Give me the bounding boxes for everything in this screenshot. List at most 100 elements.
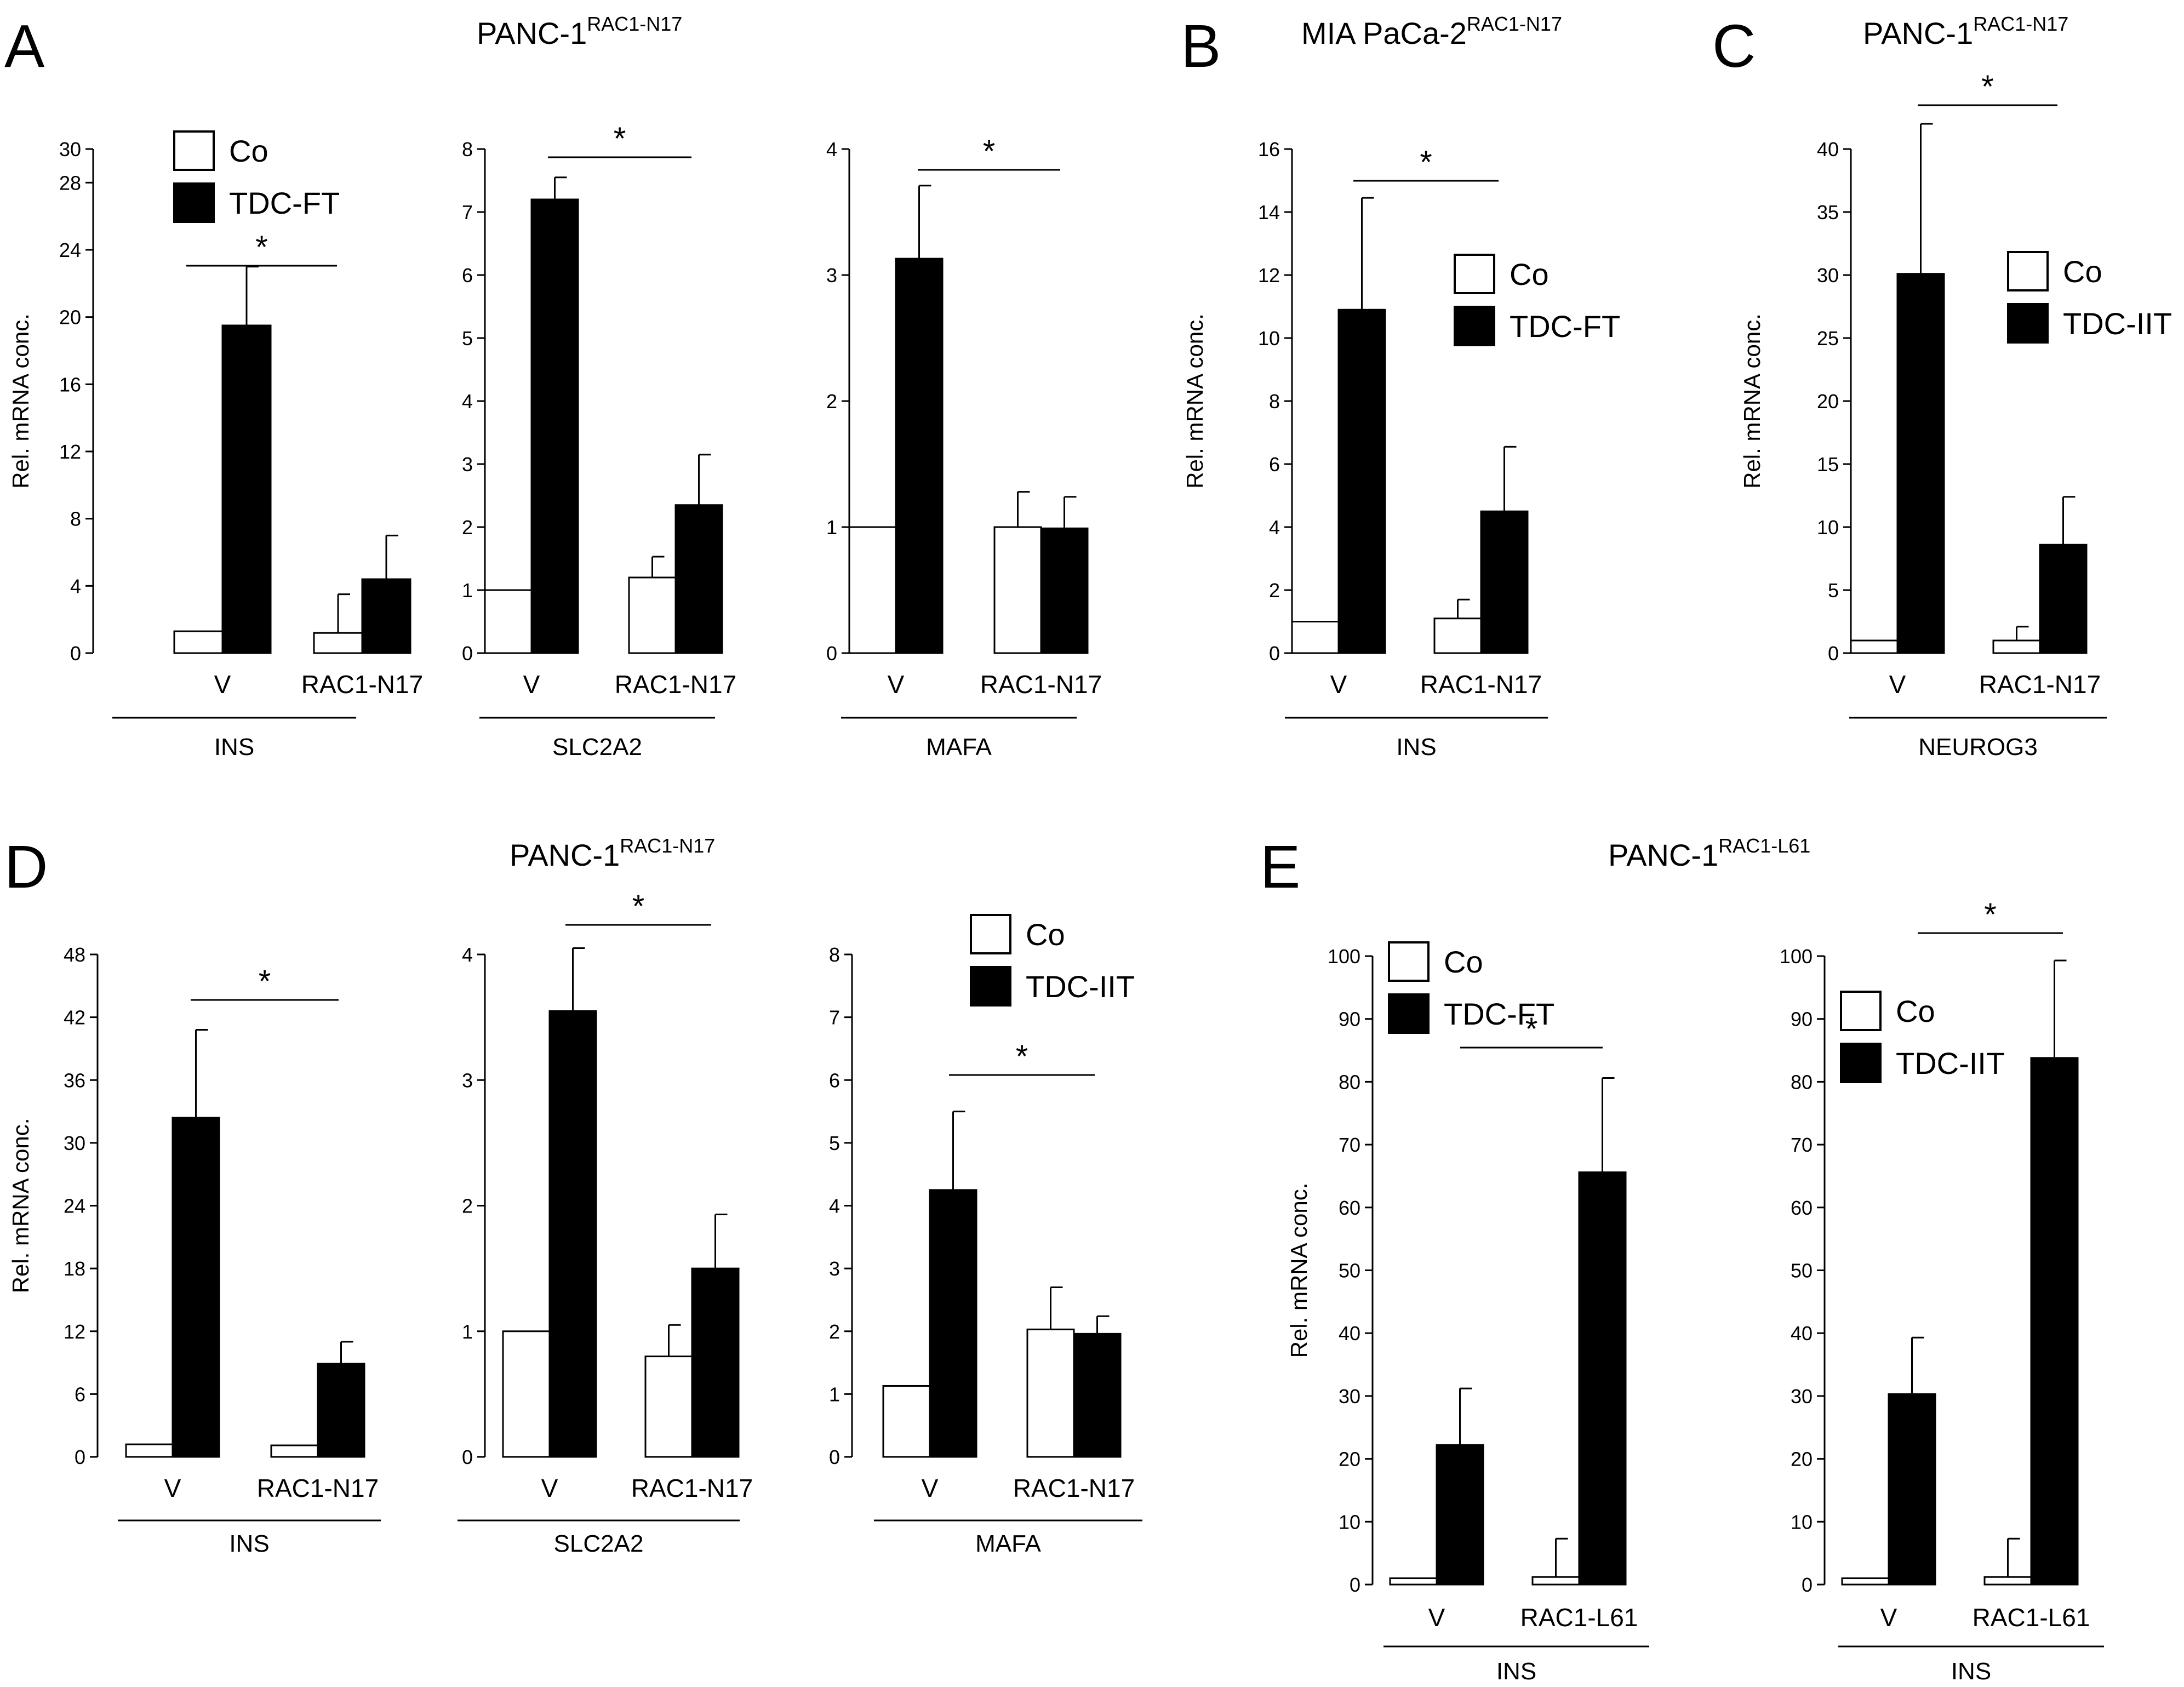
e1-y-tick-label: 50 (1339, 1260, 1360, 1282)
d2-bar-co-rac1-n17 (644, 1356, 693, 1458)
a1-legend-swatch-co (173, 130, 215, 171)
d2-y-tick-label: 2 (462, 1195, 473, 1217)
e1-y-tick-label: 10 (1339, 1511, 1360, 1533)
a1-category-label: RAC1-N17 (301, 670, 423, 699)
cell-line-title-c: PANC-1RAC1-N17 (1863, 13, 2068, 50)
a1-y-tick-label: 16 (59, 373, 81, 396)
panel-letter-c: C (1712, 13, 1756, 80)
e2-legend-label: TDC-IIT (1896, 1046, 2005, 1080)
a3-category-label: V (888, 670, 905, 699)
d3-legend-swatch-tdc-iit (970, 966, 1011, 1007)
e1-bar-tdc-ft-rac1-l61 (1578, 1171, 1627, 1586)
d3-bar-co-rac1-n17 (1026, 1328, 1075, 1458)
c1-y-tick-label: 35 (1817, 201, 1839, 224)
e1-y-tick-label: 70 (1339, 1134, 1360, 1156)
a1-y-tick-label: 24 (59, 239, 81, 261)
e1-y-tick-label: 40 (1339, 1322, 1360, 1345)
a3-bar-co-rac1-n17 (993, 526, 1042, 654)
d3-legend-label: TDC-IIT (1026, 969, 1135, 1004)
c1-bar-co-v (1850, 639, 1899, 654)
e2-y-tick-label: 30 (1791, 1385, 1813, 1408)
a2-category-label: V (523, 670, 540, 699)
b1-legend-label: TDC-FT (1510, 309, 1620, 344)
b1-y-tick-label: 10 (1258, 327, 1280, 350)
d1-y-tick-label: 48 (64, 943, 85, 966)
e1-bar-tdc-ft-v (1436, 1444, 1484, 1586)
a3-bar-co-v (848, 526, 897, 654)
a2-category-label: RAC1-N17 (615, 670, 736, 699)
c1-y-tick-label: 10 (1817, 516, 1839, 539)
e2-significance-star: * (1984, 897, 1997, 933)
cell-line-title-e: PANC-1RAC1-L61 (1608, 834, 1810, 872)
e2-y-tick-label: 20 (1791, 1448, 1813, 1471)
cell-line-title-a: PANC-1RAC1-N17 (477, 13, 682, 50)
d1-y-axis-label: Rel. mRNA conc. (8, 1118, 33, 1294)
e2-y-tick-label: 70 (1791, 1134, 1813, 1156)
a2-y-tick-label: 5 (462, 327, 473, 350)
b1-bar-tdc-ft-rac1-n17 (1480, 510, 1529, 654)
d3-category-label: RAC1-N17 (1013, 1474, 1135, 1502)
e1-legend-swatch-co (1388, 941, 1430, 982)
b1-y-tick-label: 14 (1258, 201, 1280, 224)
a2-bar-co-rac1-n17 (628, 576, 677, 654)
d3-y-tick-label: 2 (829, 1320, 840, 1343)
e1-y-tick-label: 20 (1339, 1448, 1360, 1471)
d1-y-tick-label: 24 (64, 1195, 85, 1217)
c1-y-tick-label: 15 (1817, 453, 1839, 476)
d2-bar-tdc-iit-rac1-n17 (691, 1267, 740, 1458)
b1-gene-label: INS (1396, 734, 1436, 760)
c1-y-tick-label: 40 (1817, 138, 1839, 161)
d2-category-label: V (541, 1474, 558, 1502)
c1-y-tick-label: 20 (1817, 390, 1839, 413)
e1-bar-co-v (1389, 1577, 1438, 1586)
a2-y-tick-label: 2 (462, 516, 473, 539)
c1-category-label: RAC1-N17 (1979, 670, 2101, 699)
d3-bar-co-v (882, 1385, 931, 1458)
a3-y-tick-label: 4 (826, 138, 837, 161)
e1-legend-label: Co (1444, 945, 1483, 979)
e2-y-tick-label: 50 (1791, 1260, 1813, 1282)
a2-y-tick-label: 8 (462, 138, 473, 161)
d3-y-tick-label: 7 (829, 1007, 840, 1029)
e1-category-label: RAC1-L61 (1520, 1603, 1638, 1632)
e2-y-tick-label: 100 (1780, 945, 1813, 968)
a1-legend-label: TDC-FT (229, 186, 340, 220)
e2-y-tick-label: 10 (1791, 1511, 1813, 1533)
e2-gene-label: INS (1951, 1658, 1991, 1685)
panel-letter-b: B (1181, 13, 1221, 80)
panel-letter-d: D (4, 833, 48, 901)
c1-significance-star: * (1981, 69, 1994, 105)
chart-c1: 0 5 10 15 20 25 30 35 40 Rel. mRNA conc. V RAC1-N17… (1739, 69, 2172, 760)
d3-y-tick-label: 4 (829, 1195, 840, 1217)
c1-bar-tdc-iit-v (1896, 273, 1945, 654)
d3-bar-tdc-iit-rac1-n17 (1073, 1333, 1122, 1458)
a1-bar-tdc-ft-v (221, 324, 272, 654)
e2-category-label: V (1880, 1603, 1897, 1632)
a2-gene-label: SLC2A2 (552, 734, 642, 760)
b1-significance-star: * (1420, 145, 1432, 180)
d2-y-tick-label: 4 (462, 943, 473, 966)
b1-y-axis-label: Rel. mRNA conc. (1182, 313, 1208, 489)
a1-bar-tdc-ft-rac1-n17 (361, 578, 411, 654)
d1-y-tick-label: 42 (64, 1007, 85, 1029)
d1-bar-co-v (125, 1443, 174, 1458)
panel-letter-e: E (1260, 833, 1300, 901)
cell-line-title-d: PANC-1RAC1-N17 (510, 834, 715, 872)
d3-significance-star: * (1016, 1039, 1028, 1074)
chart-a3: 0 1 2 3 4 V RAC1-N17 MAFA * (826, 134, 1102, 760)
b1-bar-co-rac1-n17 (1433, 617, 1482, 654)
a2-bar-co-v (484, 589, 533, 654)
a2-y-tick-label: 1 (462, 579, 473, 602)
e1-y-tick-label: 90 (1339, 1008, 1360, 1031)
d1-y-tick-label: 18 (64, 1257, 85, 1280)
e1-y-tick-label: 60 (1339, 1197, 1360, 1219)
e2-y-tick-label: 90 (1791, 1008, 1813, 1031)
a1-y-axis-label: Rel. mRNA conc. (8, 313, 33, 489)
a1-y-tick-label: 28 (59, 171, 81, 194)
d1-significance-star: * (259, 964, 271, 999)
a2-y-tick-label: 0 (462, 642, 473, 665)
c1-y-tick-label: 30 (1817, 264, 1839, 287)
e2-y-tick-label: 80 (1791, 1071, 1813, 1093)
c1-y-tick-label: 5 (1828, 579, 1839, 602)
a1-category-label: V (214, 670, 231, 699)
